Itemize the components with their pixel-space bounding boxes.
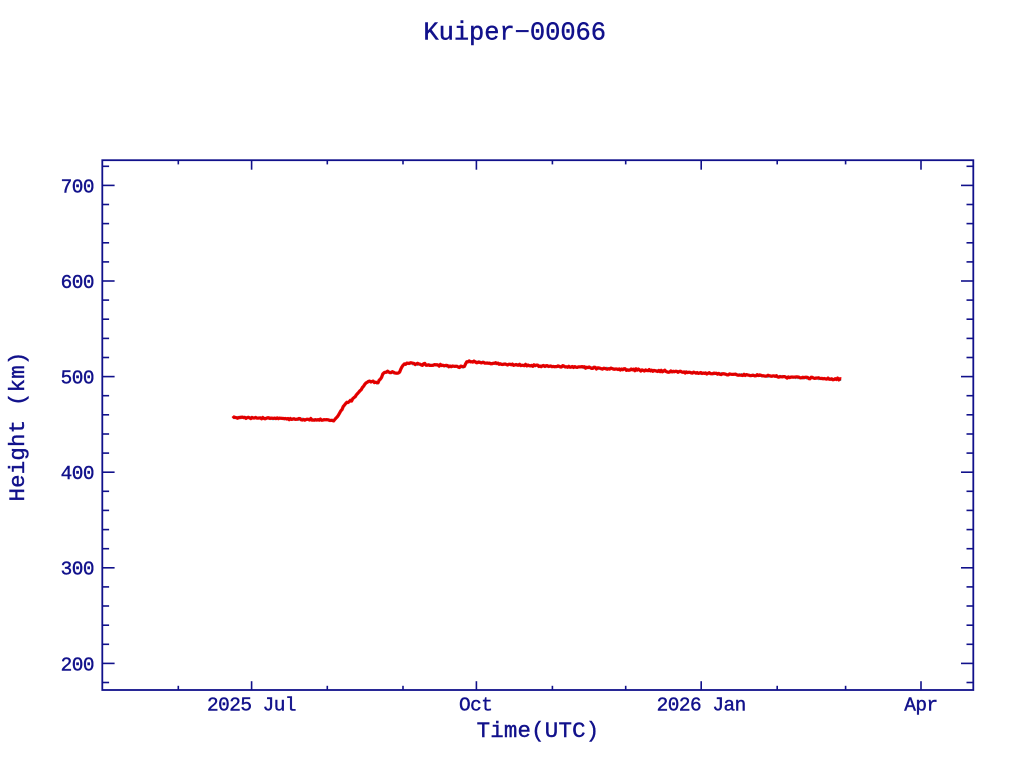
svg-text:Kuiper−00066: Kuiper−00066: [423, 19, 606, 48]
svg-text:2026 Jan: 2026 Jan: [657, 695, 746, 717]
svg-text:600: 600: [61, 272, 94, 294]
svg-text:300: 300: [61, 559, 94, 581]
svg-text:Height (km): Height (km): [5, 351, 31, 501]
svg-text:2025 Jul: 2025 Jul: [207, 695, 296, 717]
svg-text:Oct: Oct: [459, 695, 492, 717]
svg-text:700: 700: [61, 176, 94, 198]
svg-text:200: 200: [61, 654, 94, 676]
svg-text:Time(UTC): Time(UTC): [477, 718, 600, 744]
svg-text:Apr: Apr: [904, 695, 937, 717]
svg-text:500: 500: [61, 368, 94, 390]
svg-text:400: 400: [61, 463, 94, 485]
